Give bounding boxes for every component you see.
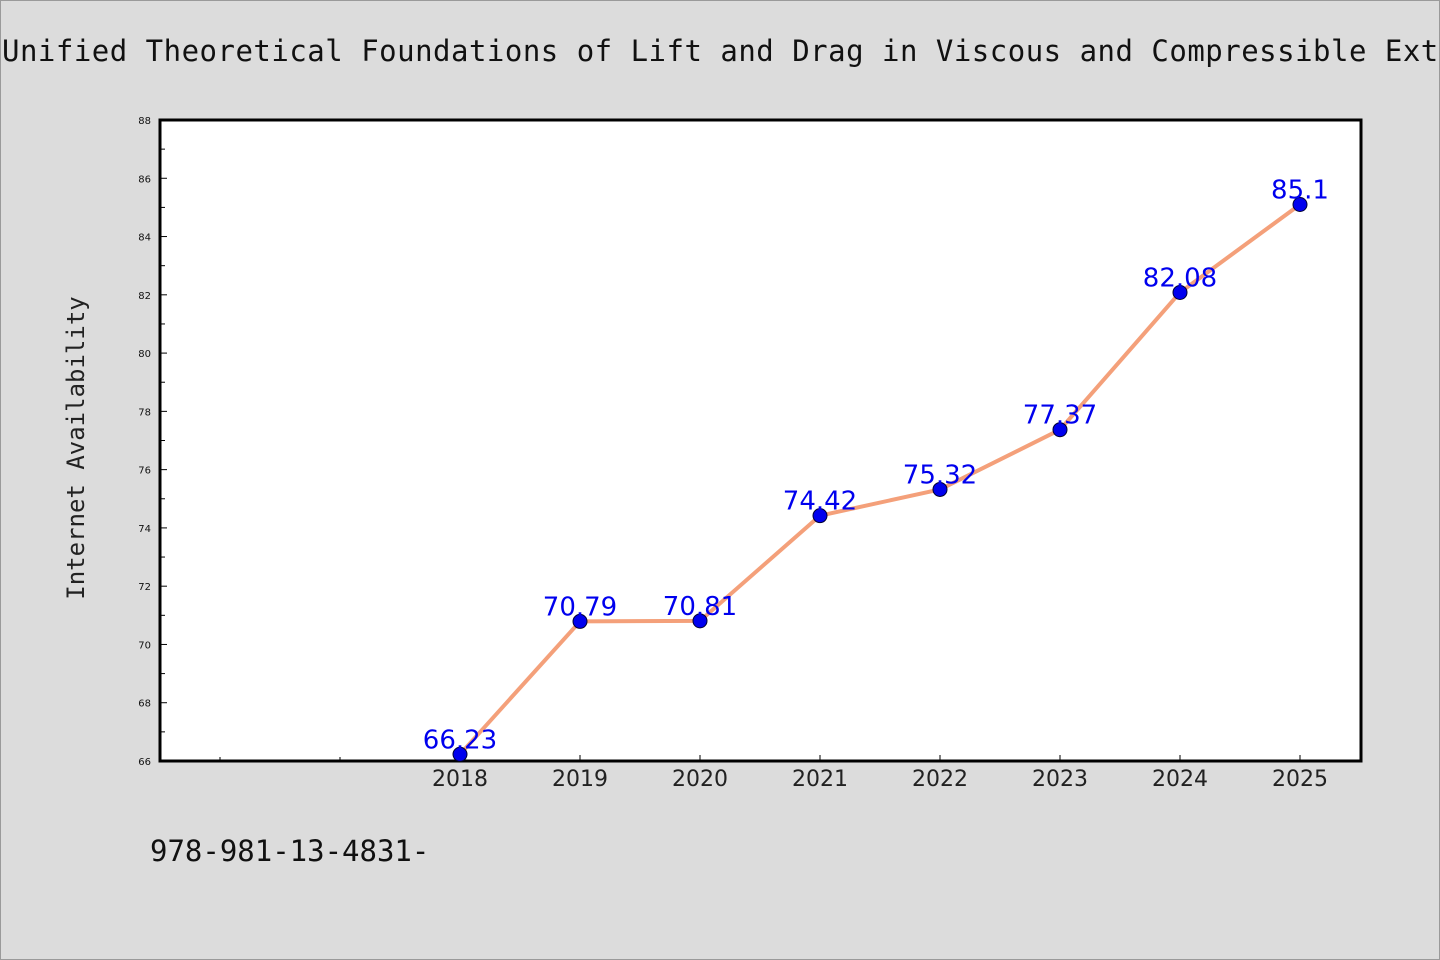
y-axis-ticks: 66 68 70 72 74 76 78 80 82 84 86 88 bbox=[138, 116, 167, 768]
x-tick-label: 2023 bbox=[1032, 767, 1088, 792]
x-axis-ticks: 2018 2019 2020 2021 2022 2023 2024 2025 bbox=[219, 755, 1328, 792]
y-tick-label: 82 bbox=[138, 291, 151, 302]
x-tick-label: 2021 bbox=[792, 767, 848, 792]
y-tick-label: 88 bbox=[138, 116, 151, 127]
x-tick-label: 2019 bbox=[552, 767, 608, 792]
data-point bbox=[1052, 422, 1068, 438]
y-tick-label: 66 bbox=[138, 757, 151, 768]
data-label: 82.08 bbox=[1143, 263, 1217, 293]
y-tick-label: 76 bbox=[138, 466, 151, 477]
y-tick-label: 84 bbox=[138, 233, 151, 244]
data-point bbox=[812, 508, 828, 524]
plot-area bbox=[158, 118, 1363, 763]
data-point bbox=[572, 613, 588, 629]
y-tick-label: 86 bbox=[138, 174, 151, 185]
y-tick-label: 72 bbox=[138, 582, 151, 593]
data-label: 75.32 bbox=[903, 460, 977, 490]
data-point bbox=[1292, 196, 1308, 212]
x-tick-label: 2020 bbox=[672, 767, 728, 792]
data-label: 70.79 bbox=[543, 592, 617, 622]
data-labels: 66.23 70.79 70.81 74.42 75.32 77.37 82.08 85.1 bbox=[423, 175, 1329, 755]
data-label: 77.37 bbox=[1023, 401, 1097, 431]
footer-isbn-text: 978-981-13-4831- bbox=[150, 834, 430, 868]
data-label: 66.23 bbox=[423, 725, 497, 755]
data-point bbox=[692, 613, 708, 629]
data-label: 85.1 bbox=[1271, 175, 1329, 205]
x-tick-label: 2022 bbox=[912, 767, 968, 792]
x-tick-label: 2024 bbox=[1152, 767, 1208, 792]
y-tick-label: 70 bbox=[138, 640, 151, 651]
y-tick-label: 74 bbox=[138, 524, 151, 535]
chart-title: Unified Theoretical Foundations of Lift … bbox=[2, 34, 1438, 68]
y-tick-label: 78 bbox=[138, 407, 151, 418]
x-tick-label: 2018 bbox=[432, 767, 488, 792]
x-tick-label: 2025 bbox=[1272, 767, 1328, 792]
series-line bbox=[458, 202, 1302, 756]
data-label: 74.42 bbox=[783, 487, 857, 517]
data-point bbox=[932, 481, 948, 497]
data-point bbox=[452, 746, 468, 762]
data-point bbox=[1172, 284, 1188, 300]
data-points bbox=[452, 196, 1308, 762]
y-tick-label: 80 bbox=[138, 349, 151, 360]
y-tick-label: 68 bbox=[138, 699, 151, 710]
data-label: 70.81 bbox=[663, 592, 737, 622]
